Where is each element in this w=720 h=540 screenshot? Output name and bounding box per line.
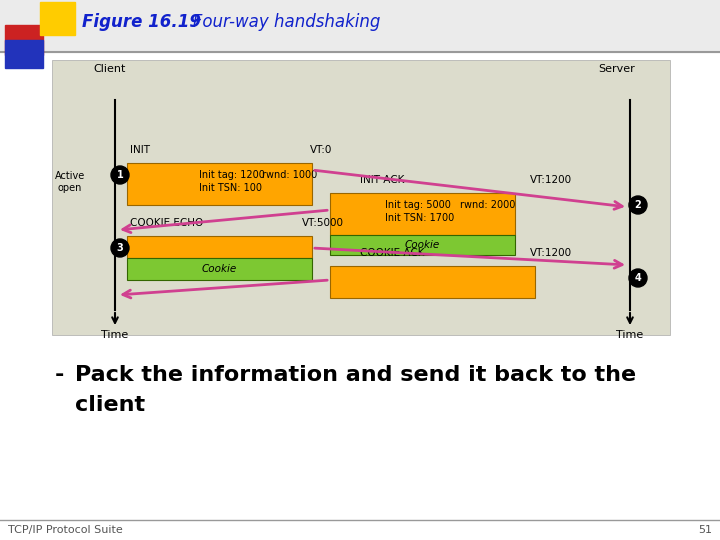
Text: 51: 51 (698, 525, 712, 535)
Text: Init TSN: 1700: Init TSN: 1700 (385, 213, 454, 223)
Bar (5, 25, 43, 55)
Text: Figure 16.19: Figure 16.19 (82, 13, 201, 31)
Text: VT:1200: VT:1200 (530, 248, 572, 258)
Text: Init tag: 5000: Init tag: 5000 (385, 200, 451, 210)
Circle shape (629, 196, 647, 214)
Text: Init tag: 1200: Init tag: 1200 (199, 170, 265, 180)
Text: INIT: INIT (130, 145, 150, 155)
Bar (5, 40, 43, 68)
Bar (127, 258, 312, 280)
Bar (330, 235, 515, 255)
Text: Time: Time (616, 330, 644, 340)
Text: 2: 2 (634, 200, 642, 210)
Text: INIT ACK: INIT ACK (360, 175, 405, 185)
Bar (330, 266, 535, 298)
Circle shape (111, 239, 129, 257)
Text: -: - (55, 365, 72, 385)
Bar (40, 2, 75, 35)
Text: COOKIE ACK: COOKIE ACK (360, 248, 425, 258)
Circle shape (111, 166, 129, 184)
Text: Client: Client (94, 64, 126, 74)
Text: client: client (75, 395, 145, 415)
Text: 1: 1 (117, 170, 123, 180)
Bar (127, 236, 312, 258)
Text: Init TSN: 100: Init TSN: 100 (199, 183, 262, 193)
Bar (330, 193, 515, 235)
Text: Active
open: Active open (55, 171, 85, 193)
Text: Cookie: Cookie (405, 240, 440, 250)
Circle shape (629, 269, 647, 287)
Text: 4: 4 (634, 273, 642, 283)
Text: VT:5000: VT:5000 (302, 218, 344, 228)
Text: VT:1200: VT:1200 (530, 175, 572, 185)
Bar (52, 60, 670, 335)
Text: rwnd: 1000: rwnd: 1000 (262, 170, 318, 180)
Bar (0, 0, 720, 52)
Text: Pack the information and send it back to the: Pack the information and send it back to… (75, 365, 636, 385)
Text: TCP/IP Protocol Suite: TCP/IP Protocol Suite (8, 525, 122, 535)
Text: Time: Time (102, 330, 129, 340)
Text: Cookie: Cookie (202, 264, 237, 274)
Text: Server: Server (598, 64, 635, 74)
Text: VT:0: VT:0 (310, 145, 333, 155)
Text: COOKIE ECHO: COOKIE ECHO (130, 218, 203, 228)
Text: Four-way handshaking: Four-way handshaking (177, 13, 380, 31)
Bar (127, 163, 312, 205)
Text: 3: 3 (117, 243, 123, 253)
Text: rwnd: 2000: rwnd: 2000 (460, 200, 516, 210)
